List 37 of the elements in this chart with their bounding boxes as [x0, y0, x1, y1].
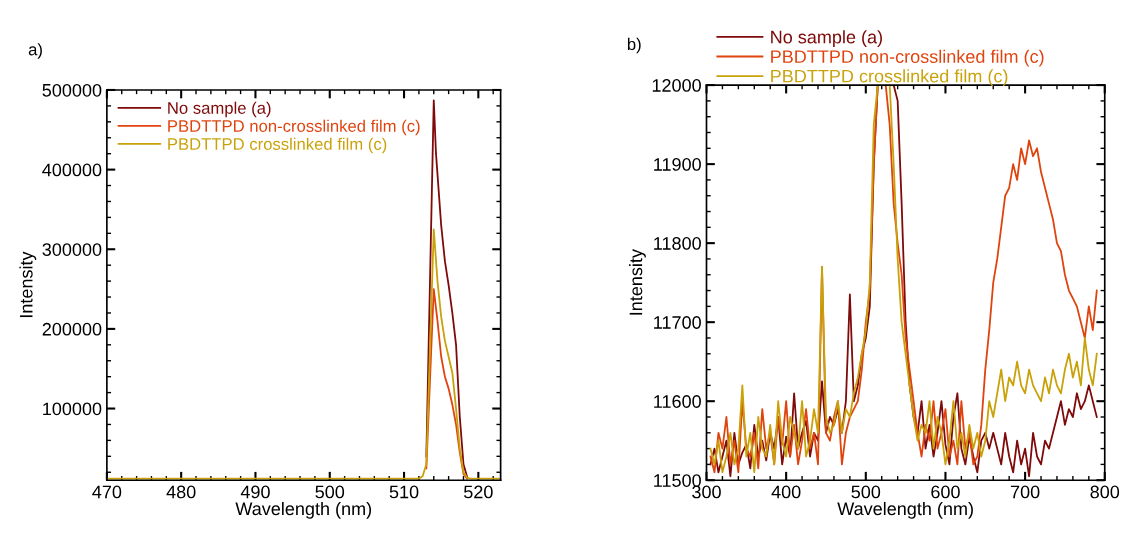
x-tick-label: 470 — [92, 485, 122, 499]
series-label: PBDTTPD crosslinked film (c) — [771, 69, 1008, 87]
line-series — [425, 99, 469, 478]
x-tick-label: 500 — [851, 485, 881, 499]
x-tick-label: 510 — [389, 485, 419, 499]
x-axis-title: Wavelength (nm) — [235, 501, 372, 519]
legend-label: No sample (a) — [168, 101, 271, 118]
legend-label: PBDTTPD non-crosslinked film (c) — [168, 119, 420, 136]
y-axis-title: Intensity — [629, 249, 646, 315]
y-tick-label: 100000 — [43, 402, 102, 416]
x-tick-label: 500 — [315, 485, 345, 499]
y-tick-label: 11500 — [654, 474, 701, 487]
y-tick-label: 12000 — [652, 79, 701, 92]
y-tick-label: 500000 — [42, 83, 102, 97]
y-tick-label: 11600 — [654, 395, 701, 408]
y-axis-title: Intensity — [19, 251, 37, 318]
y-tick-label: 11800 — [654, 237, 701, 250]
legend-label: No sample (a) — [771, 30, 882, 48]
y-tick-label: 300000 — [42, 243, 102, 256]
x-tick-label: 700 — [1010, 485, 1040, 499]
x-tick-label: 600 — [931, 485, 960, 499]
line-series — [425, 288, 469, 480]
x-tick-label: 800 — [1090, 485, 1120, 499]
y-tick-label: 11700 — [654, 316, 701, 329]
x-tick-label: 400 — [771, 485, 801, 499]
x-tick-label: 480 — [166, 485, 196, 499]
x-tick-label: 490 — [240, 485, 270, 499]
x-axis-title: Wavelength (nm) — [837, 501, 973, 519]
text: b) — [627, 37, 641, 54]
text: a) — [28, 43, 42, 59]
y-tick-label: 200000 — [42, 322, 102, 336]
legend-label: PBDTTPD non-crosslinked film (c) — [771, 49, 1044, 67]
legend-label: PBDTTPD crosslinked film (c) — [168, 137, 387, 154]
y-tick-label: 400000 — [42, 163, 102, 177]
x-tick-label: 300 — [692, 485, 721, 499]
y-tick-label: 11900 — [654, 158, 701, 171]
x-tick-label: 520 — [464, 485, 493, 499]
